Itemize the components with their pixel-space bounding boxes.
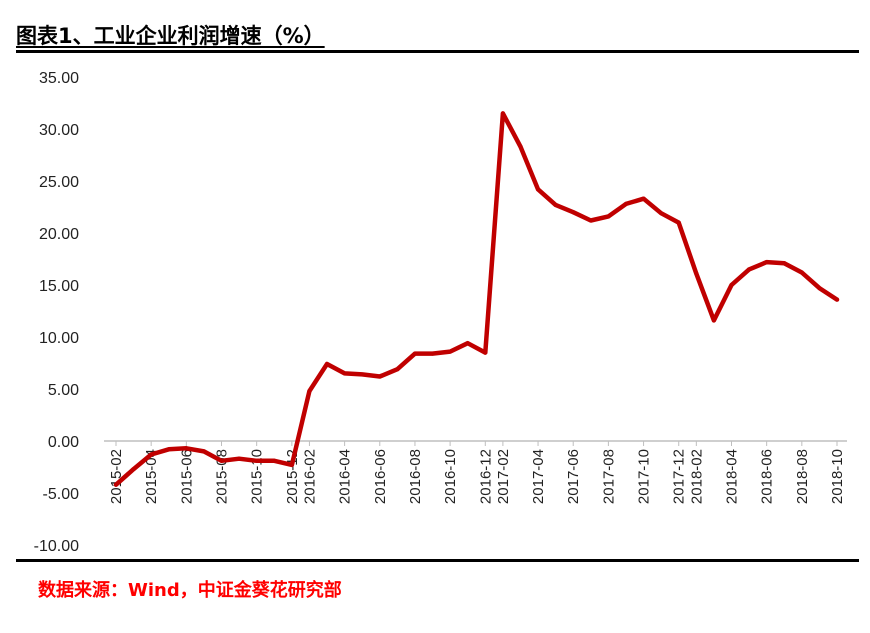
data-point: [817, 286, 822, 291]
y-tick-label: 0.00: [48, 434, 79, 451]
y-axis-ticks: 35.00 30.00 25.00 20.00 15.00 10.00 5.00 0.00 -5…: [34, 70, 79, 555]
data-point: [694, 271, 699, 276]
data-point: [711, 318, 716, 323]
x-tick-label: 2015-04: [143, 449, 160, 504]
data-point: [360, 372, 365, 377]
y-tick-label: -5.00: [43, 486, 80, 503]
x-tick-label: 2017-12: [671, 449, 688, 504]
data-point: [641, 196, 646, 201]
y-tick-label: 20.00: [39, 226, 79, 243]
x-tick-label: 2017-02: [495, 449, 512, 504]
data-point: [835, 297, 839, 302]
series-points: [114, 111, 839, 487]
x-tick-label: 2018-04: [723, 449, 740, 504]
bottom-rule: [16, 559, 859, 562]
data-point: [272, 458, 277, 463]
chart-title: 图表1、工业企业利润增速（%）: [16, 24, 325, 48]
data-point: [588, 218, 593, 223]
data-point: [676, 220, 681, 225]
x-tick-label: 2016-10: [442, 449, 459, 504]
data-point: [237, 456, 242, 461]
x-tick-label: 2017-10: [636, 449, 653, 504]
x-tick-label: 2016-04: [337, 449, 354, 504]
x-tick-label: 2016-02: [301, 449, 318, 504]
y-tick-label: 35.00: [39, 70, 79, 87]
y-tick-label: 10.00: [39, 330, 79, 347]
data-point: [536, 187, 541, 192]
data-point: [623, 201, 628, 206]
data-point: [412, 351, 417, 356]
data-point: [114, 482, 118, 487]
x-tick-label: 2017-06: [565, 449, 582, 504]
top-rule: [16, 50, 859, 53]
data-point: [747, 267, 752, 272]
y-tick-label: 30.00: [39, 122, 79, 139]
data-point: [342, 371, 347, 376]
data-point: [149, 452, 154, 457]
x-tick-label: 2018-06: [759, 449, 776, 504]
x-tick-label: 2018-10: [829, 449, 846, 504]
data-point: [325, 362, 330, 367]
source-note: 数据来源：Wind，中证金葵花研究部: [38, 580, 342, 601]
data-point: [729, 283, 734, 287]
data-point: [465, 341, 470, 346]
data-point: [219, 458, 224, 463]
x-axis-ticks: 2015-02 2015-04 2015-06 2015-08 2015-10 2015-…: [108, 449, 846, 504]
data-point: [659, 211, 664, 216]
x-tick-label: 2015-08: [214, 449, 231, 504]
data-point: [483, 350, 488, 355]
data-point: [201, 449, 206, 454]
data-point: [377, 374, 382, 379]
x-tick-label: 2017-04: [530, 449, 547, 504]
data-point: [448, 349, 453, 354]
data-point: [184, 446, 189, 451]
data-point: [289, 462, 294, 467]
y-tick-label: 5.00: [48, 382, 79, 399]
x-tick-label: 2016-12: [477, 449, 494, 504]
data-point: [395, 367, 400, 372]
x-tick-label: 2016-08: [407, 449, 424, 504]
y-tick-label: -10.00: [34, 538, 79, 555]
x-tick-label: 2016-06: [372, 449, 389, 504]
data-point: [307, 389, 312, 394]
x-tick-label: 2018-02: [688, 449, 705, 504]
x-axis-tickmarks: [115, 441, 838, 446]
x-tick-label: 2015-06: [178, 449, 195, 504]
data-point: [782, 261, 787, 266]
data-point: [553, 202, 558, 207]
data-point: [764, 260, 769, 265]
data-point: [131, 467, 136, 472]
x-tick-label: 2017-08: [600, 449, 617, 504]
data-point: [518, 144, 523, 149]
x-tick-label: 2018-08: [794, 449, 811, 504]
data-point: [254, 458, 259, 463]
data-point: [500, 111, 505, 116]
data-point: [166, 447, 171, 452]
y-tick-label: 25.00: [39, 174, 79, 191]
data-point: [606, 214, 611, 219]
x-tick-label: 2015-10: [249, 449, 266, 504]
data-point: [799, 270, 804, 275]
data-point: [571, 210, 576, 215]
chart-title-row: 图表1、工业企业利润增速（%）: [16, 20, 856, 50]
x-tick-label: 2015-02: [108, 449, 125, 504]
series-line: [113, 111, 840, 487]
data-point: [430, 351, 435, 356]
y-tick-label: 15.00: [39, 278, 79, 295]
